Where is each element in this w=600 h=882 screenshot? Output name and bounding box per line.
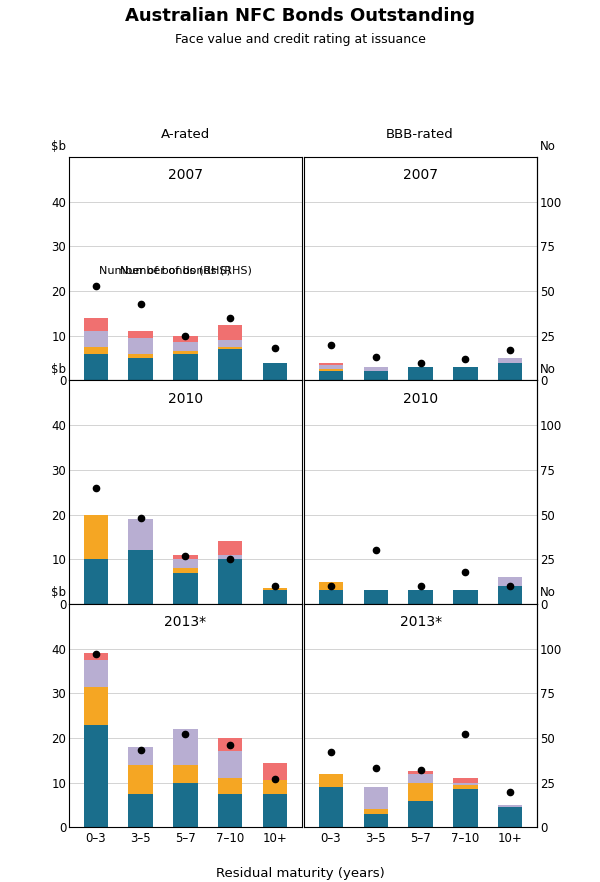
Text: Australian NFC Bonds Outstanding: Australian NFC Bonds Outstanding	[125, 7, 475, 25]
Bar	[319, 370, 343, 371]
Bar	[408, 774, 433, 782]
Bar	[218, 542, 242, 555]
Bar	[173, 572, 198, 604]
Text: A-rated: A-rated	[161, 128, 211, 141]
Bar	[319, 365, 343, 370]
Bar	[408, 801, 433, 827]
Bar	[173, 559, 198, 568]
Bar	[218, 555, 242, 559]
Bar	[218, 325, 242, 340]
Bar	[319, 590, 343, 604]
Bar	[128, 765, 153, 794]
Bar	[173, 729, 198, 765]
Text: $b: $b	[51, 139, 66, 153]
Bar	[83, 354, 108, 380]
Text: Residual maturity (years): Residual maturity (years)	[215, 867, 385, 880]
Bar	[319, 581, 343, 590]
Bar	[83, 660, 108, 686]
Bar	[453, 367, 478, 380]
Text: 2010: 2010	[403, 392, 438, 406]
Bar	[218, 340, 242, 347]
Bar	[453, 590, 478, 604]
Bar	[83, 514, 108, 559]
Bar	[83, 559, 108, 604]
Bar	[263, 794, 287, 827]
Bar	[218, 347, 242, 349]
Bar	[173, 351, 198, 354]
Text: 2007: 2007	[168, 168, 203, 183]
Bar	[453, 778, 478, 782]
Text: Number of bonds (RHS): Number of bonds (RHS)	[100, 266, 232, 276]
Bar	[128, 794, 153, 827]
Text: 2007: 2007	[403, 168, 438, 183]
Bar	[173, 342, 198, 351]
Bar	[218, 794, 242, 827]
Bar	[319, 363, 343, 365]
Text: No: No	[540, 587, 556, 600]
Text: $b: $b	[51, 363, 66, 376]
Bar	[364, 367, 388, 371]
Bar	[173, 354, 198, 380]
Bar	[128, 354, 153, 358]
Bar	[263, 588, 287, 590]
Bar	[218, 751, 242, 778]
Bar	[128, 550, 153, 604]
Bar	[364, 371, 388, 380]
Text: No: No	[540, 363, 556, 376]
Bar	[83, 653, 108, 660]
Bar	[364, 590, 388, 604]
Bar	[83, 347, 108, 354]
Bar	[128, 358, 153, 380]
Text: 2013*: 2013*	[400, 615, 442, 629]
Text: 2013*: 2013*	[164, 615, 206, 629]
Text: Face value and credit rating at issuance: Face value and credit rating at issuance	[175, 33, 425, 46]
Bar	[319, 787, 343, 827]
Bar	[453, 789, 478, 827]
Bar	[128, 338, 153, 354]
Text: 2010: 2010	[168, 392, 203, 406]
Text: Number of bonds (RHS): Number of bonds (RHS)	[121, 266, 253, 276]
Bar	[408, 772, 433, 774]
Bar	[83, 332, 108, 347]
Bar	[218, 559, 242, 604]
Bar	[364, 787, 388, 810]
Bar	[408, 367, 433, 380]
Bar	[498, 807, 523, 827]
Bar	[319, 774, 343, 787]
Bar	[498, 358, 523, 363]
Bar	[128, 332, 153, 338]
Text: BBB-rated: BBB-rated	[386, 128, 454, 141]
Bar	[498, 363, 523, 380]
Bar	[218, 349, 242, 380]
Bar	[498, 586, 523, 604]
Text: No: No	[540, 139, 556, 153]
Bar	[453, 782, 478, 785]
Bar	[173, 782, 198, 827]
Bar	[128, 747, 153, 765]
Bar	[218, 778, 242, 794]
Bar	[263, 763, 287, 781]
Bar	[263, 590, 287, 604]
Bar	[83, 318, 108, 332]
Bar	[364, 814, 388, 827]
Bar	[173, 765, 198, 782]
Bar	[498, 577, 523, 586]
Bar	[319, 371, 343, 380]
Bar	[218, 738, 242, 751]
Bar	[364, 810, 388, 814]
Bar	[408, 590, 433, 604]
Bar	[263, 781, 287, 794]
Bar	[453, 785, 478, 789]
Bar	[173, 555, 198, 559]
Bar	[408, 782, 433, 801]
Bar	[173, 568, 198, 572]
Text: $b: $b	[51, 587, 66, 600]
Bar	[128, 519, 153, 550]
Bar	[83, 686, 108, 724]
Bar	[263, 363, 287, 380]
Bar	[173, 336, 198, 342]
Bar	[83, 724, 108, 827]
Bar	[498, 805, 523, 807]
